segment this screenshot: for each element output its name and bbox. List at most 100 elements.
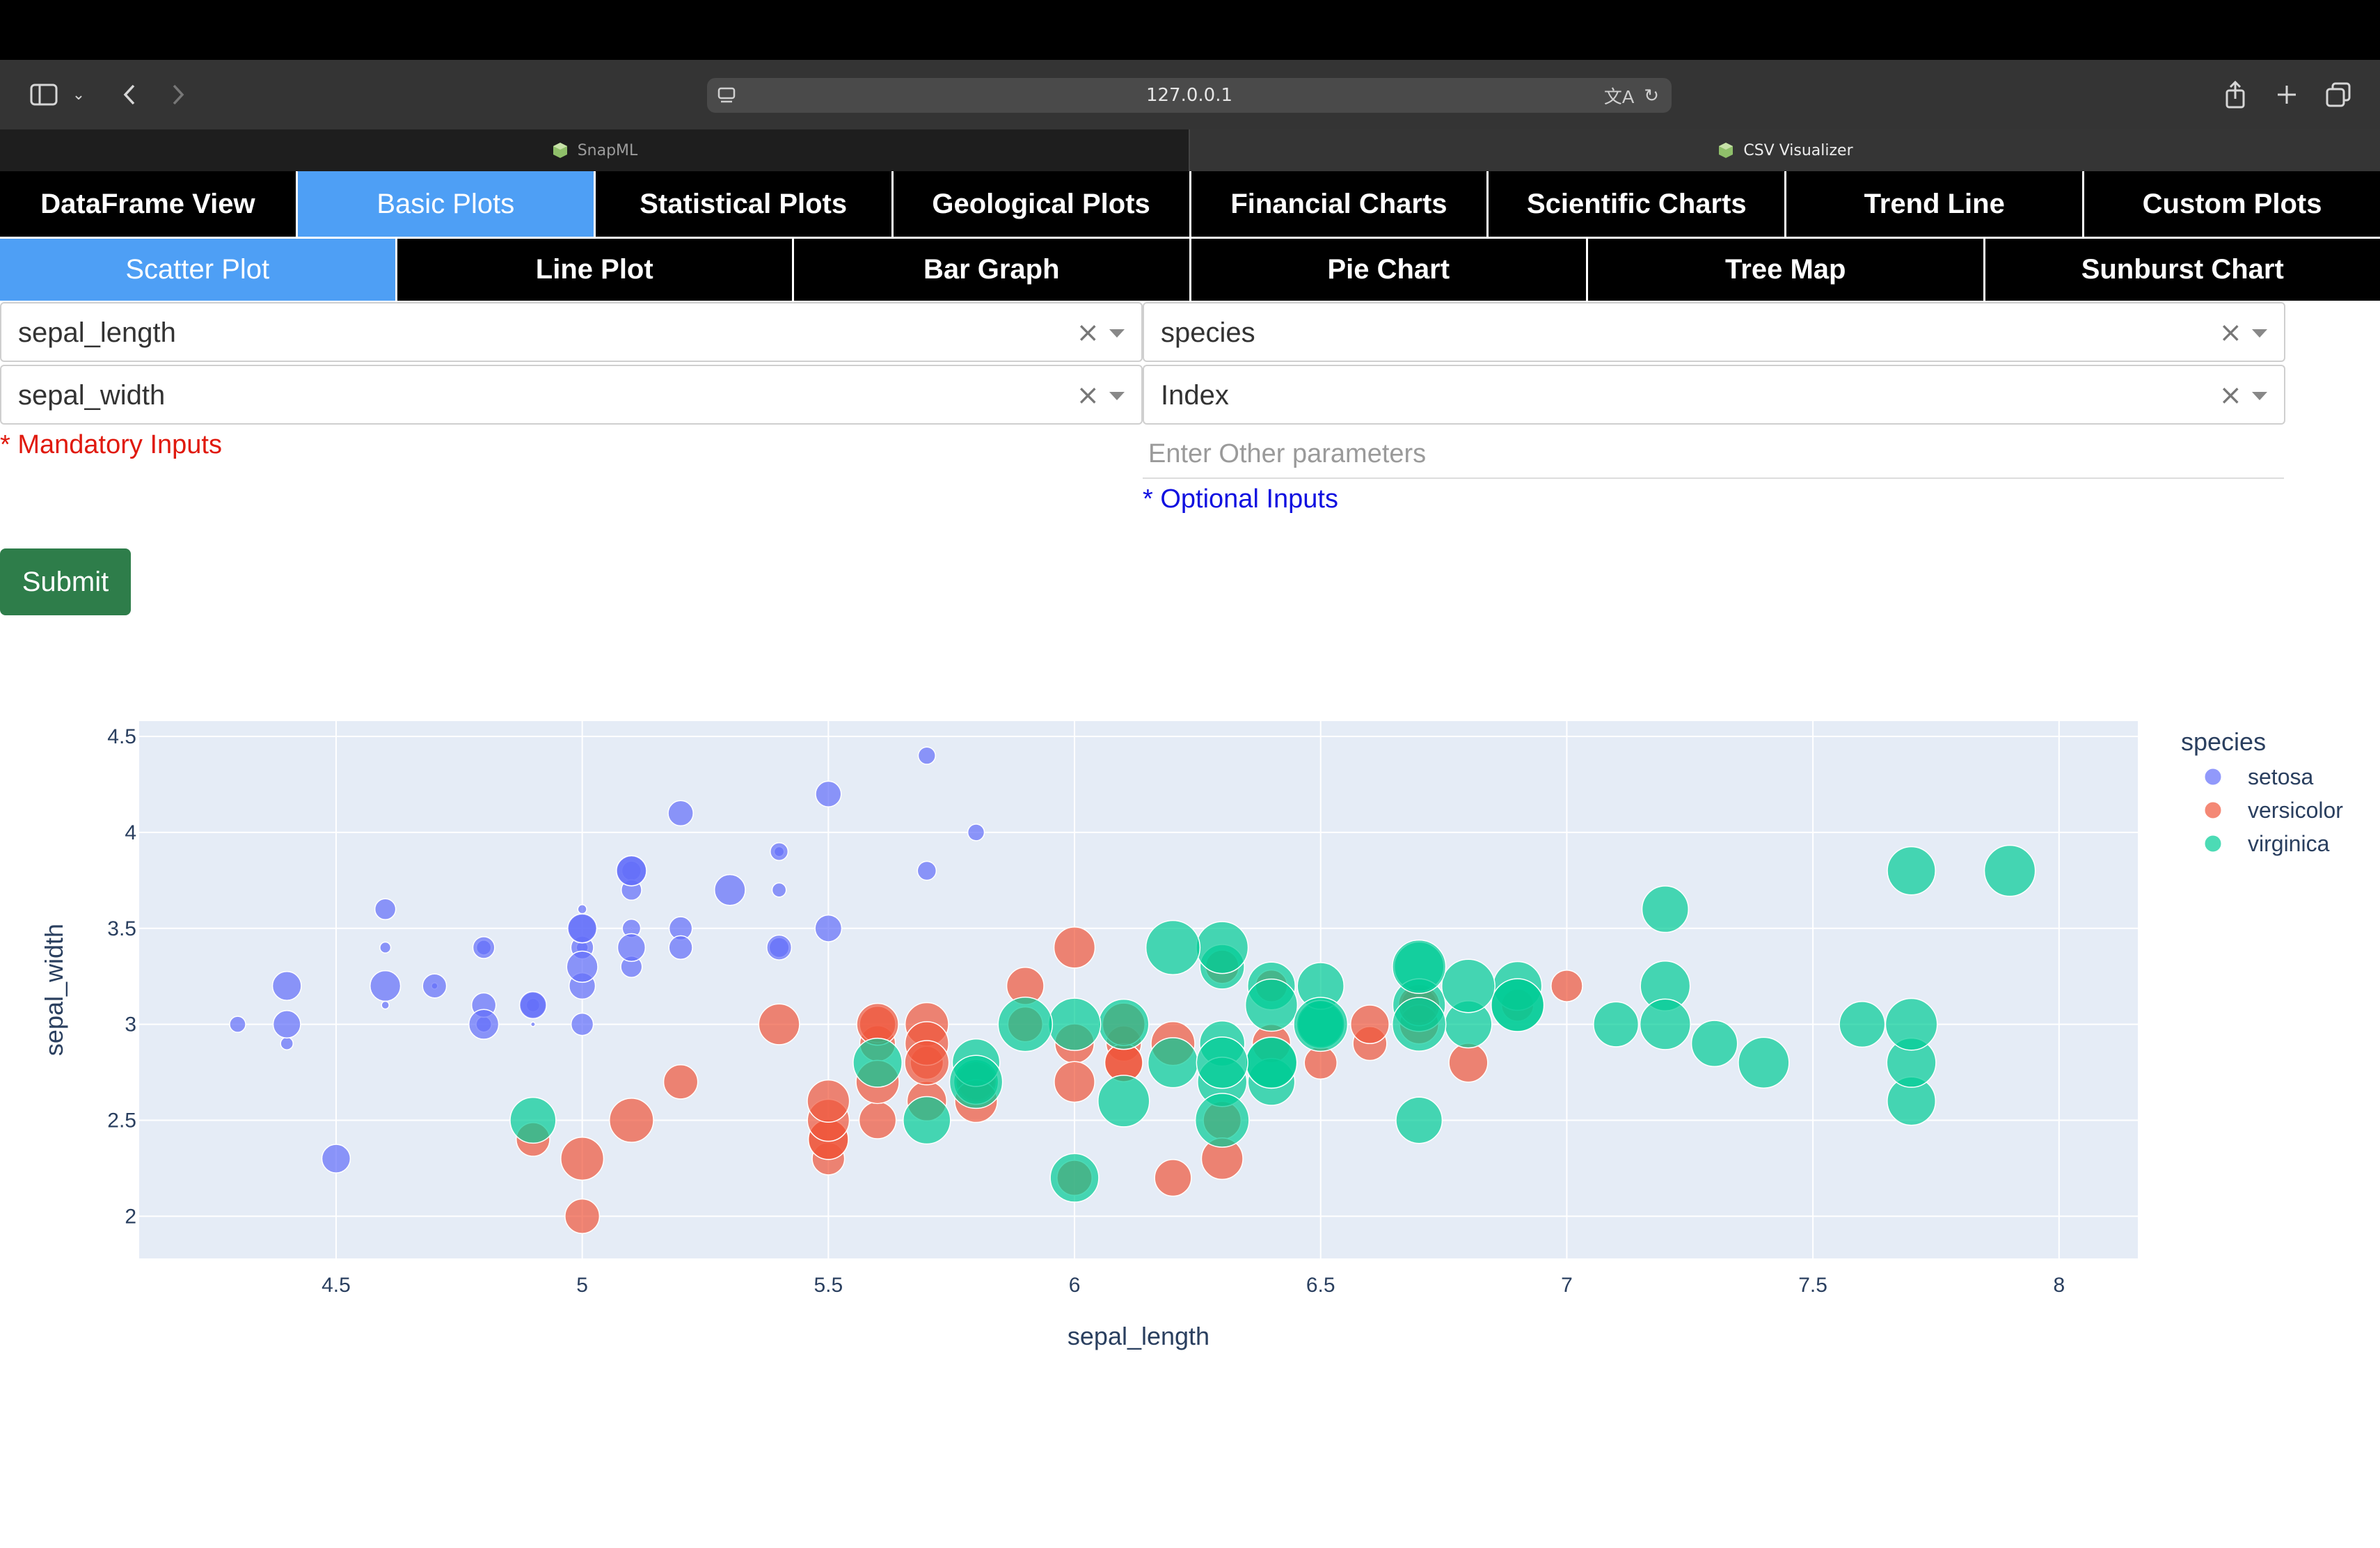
tab-scatter-plot[interactable]: Scatter Plot xyxy=(0,237,397,301)
data-point-virginica[interactable] xyxy=(509,1096,557,1144)
data-point-setosa[interactable] xyxy=(615,855,647,887)
tab-dataframe-view[interactable]: DataFrame View xyxy=(0,171,298,237)
data-point-virginica[interactable] xyxy=(1639,998,1691,1050)
data-point-virginica[interactable] xyxy=(1441,958,1496,1013)
data-point-virginica[interactable] xyxy=(1885,997,1938,1051)
data-point-setosa[interactable] xyxy=(770,842,789,862)
data-point-virginica[interactable] xyxy=(1098,998,1150,1050)
tab-basic-plots[interactable]: Basic Plots xyxy=(297,171,596,237)
tab-line-plot[interactable]: Line Plot xyxy=(397,237,794,301)
data-point-virginica[interactable] xyxy=(1245,1036,1298,1089)
data-point-setosa[interactable] xyxy=(381,1000,390,1010)
tab-bar-graph[interactable]: Bar Graph xyxy=(794,237,1191,301)
data-point-versicolor[interactable] xyxy=(560,1137,605,1181)
data-point-virginica[interactable] xyxy=(1738,1036,1790,1089)
data-point-virginica[interactable] xyxy=(1395,1096,1443,1144)
data-point-versicolor[interactable] xyxy=(1054,1061,1095,1103)
reload-icon[interactable]: ↻ xyxy=(1644,84,1659,106)
tab-tree-map[interactable]: Tree Map xyxy=(1588,237,1985,301)
dropdown-arrow-icon[interactable] xyxy=(2252,329,2267,338)
address-bar[interactable]: 127.0.0.1 文A ↻ xyxy=(707,78,1672,113)
sidebar-toggle-icon[interactable] xyxy=(26,75,61,114)
data-point-setosa[interactable] xyxy=(280,1036,294,1050)
data-point-setosa[interactable] xyxy=(766,934,793,961)
dropdown-arrow-icon[interactable] xyxy=(1109,329,1125,338)
share-icon[interactable] xyxy=(2220,75,2251,114)
data-point-versicolor[interactable] xyxy=(663,1064,699,1100)
clear-icon[interactable]: × xyxy=(2219,317,2242,349)
data-point-setosa[interactable] xyxy=(229,1016,246,1033)
data-point-setosa[interactable] xyxy=(570,1012,594,1036)
data-point-versicolor[interactable] xyxy=(758,1003,800,1045)
data-point-setosa[interactable] xyxy=(815,780,842,807)
data-point-versicolor[interactable] xyxy=(564,1198,601,1234)
data-point-setosa[interactable] xyxy=(577,904,587,915)
clear-icon[interactable]: × xyxy=(1076,379,1100,411)
data-point-virginica[interactable] xyxy=(1491,978,1545,1032)
data-point-virginica[interactable] xyxy=(1887,846,1936,896)
browser-tab-snapml[interactable]: SnapML xyxy=(0,129,1190,171)
data-point-setosa[interactable] xyxy=(530,1021,536,1027)
data-point-virginica[interactable] xyxy=(1049,1153,1100,1203)
data-point-setosa[interactable] xyxy=(272,1010,301,1039)
browser-tab-csv-visualizer[interactable]: CSV Visualizer xyxy=(1190,129,2380,171)
tab-geological-plots[interactable]: Geological Plots xyxy=(893,171,1191,237)
page-settings-icon[interactable] xyxy=(717,86,736,105)
other-parameters-input[interactable] xyxy=(1143,430,2284,479)
data-point-setosa[interactable] xyxy=(566,913,598,944)
data-point-virginica[interactable] xyxy=(1392,939,1447,995)
data-point-setosa[interactable] xyxy=(617,933,646,963)
data-point-setosa[interactable] xyxy=(814,914,843,942)
data-point-setosa[interactable] xyxy=(518,990,548,1020)
chevron-down-icon[interactable]: ⌄ xyxy=(72,86,86,104)
data-point-versicolor[interactable] xyxy=(1550,970,1583,1002)
data-point-virginica[interactable] xyxy=(852,1037,903,1088)
data-point-versicolor[interactable] xyxy=(1053,926,1096,969)
data-point-setosa[interactable] xyxy=(374,898,397,920)
legend-item-label[interactable]: setosa xyxy=(2248,764,2313,789)
data-point-virginica[interactable] xyxy=(1147,1037,1199,1089)
data-point-virginica[interactable] xyxy=(1047,997,1102,1051)
data-point-virginica[interactable] xyxy=(1983,844,2036,897)
data-point-setosa[interactable] xyxy=(321,1144,351,1174)
data-point-versicolor[interactable] xyxy=(858,1101,897,1139)
tab-statistical-plots[interactable]: Statistical Plots xyxy=(595,171,894,237)
tab-financial-charts[interactable]: Financial Charts xyxy=(1191,171,1489,237)
legend-item-label[interactable]: versicolor xyxy=(2248,798,2343,823)
legend-marker[interactable] xyxy=(2204,768,2222,786)
data-point-virginica[interactable] xyxy=(1196,921,1249,974)
data-point-virginica[interactable] xyxy=(1690,1020,1738,1067)
dropdown-arrow-icon[interactable] xyxy=(1109,392,1125,400)
data-point-virginica[interactable] xyxy=(1293,997,1349,1052)
clear-icon[interactable]: × xyxy=(1076,317,1100,349)
size-dropdown[interactable]: Index × xyxy=(1143,365,2285,425)
data-point-virginica[interactable] xyxy=(1391,997,1447,1052)
data-point-setosa[interactable] xyxy=(468,1009,500,1040)
data-point-virginica[interactable] xyxy=(1641,885,1690,933)
data-point-versicolor[interactable] xyxy=(1350,1004,1390,1045)
data-point-virginica[interactable] xyxy=(997,996,1054,1052)
data-point-setosa[interactable] xyxy=(713,874,746,906)
new-tab-icon[interactable] xyxy=(2271,75,2302,114)
forward-icon[interactable] xyxy=(164,75,192,114)
data-point-setosa[interactable] xyxy=(917,746,936,765)
data-point-virginica[interactable] xyxy=(903,1096,951,1145)
tab-custom-plots[interactable]: Custom Plots xyxy=(2084,171,2380,237)
data-point-virginica[interactable] xyxy=(1244,978,1299,1032)
data-point-setosa[interactable] xyxy=(668,935,693,960)
data-point-setosa[interactable] xyxy=(271,971,302,1001)
data-point-setosa[interactable] xyxy=(379,941,392,954)
data-point-setosa[interactable] xyxy=(771,882,787,898)
tab-sunburst-chart[interactable]: Sunburst Chart xyxy=(1985,237,2380,301)
data-point-virginica[interactable] xyxy=(1145,919,1201,975)
back-icon[interactable] xyxy=(116,75,143,114)
data-point-versicolor[interactable] xyxy=(1154,1159,1192,1197)
data-point-setosa[interactable] xyxy=(422,973,447,999)
data-point-virginica[interactable] xyxy=(1593,1001,1640,1048)
data-point-virginica[interactable] xyxy=(949,1055,1003,1109)
legend[interactable]: species setosa versicolor virginica xyxy=(2181,727,2343,856)
clear-icon[interactable]: × xyxy=(2219,379,2242,411)
data-point-virginica[interactable] xyxy=(1097,1075,1150,1128)
data-point-versicolor[interactable] xyxy=(1448,1043,1489,1083)
data-point-setosa[interactable] xyxy=(370,970,402,1002)
